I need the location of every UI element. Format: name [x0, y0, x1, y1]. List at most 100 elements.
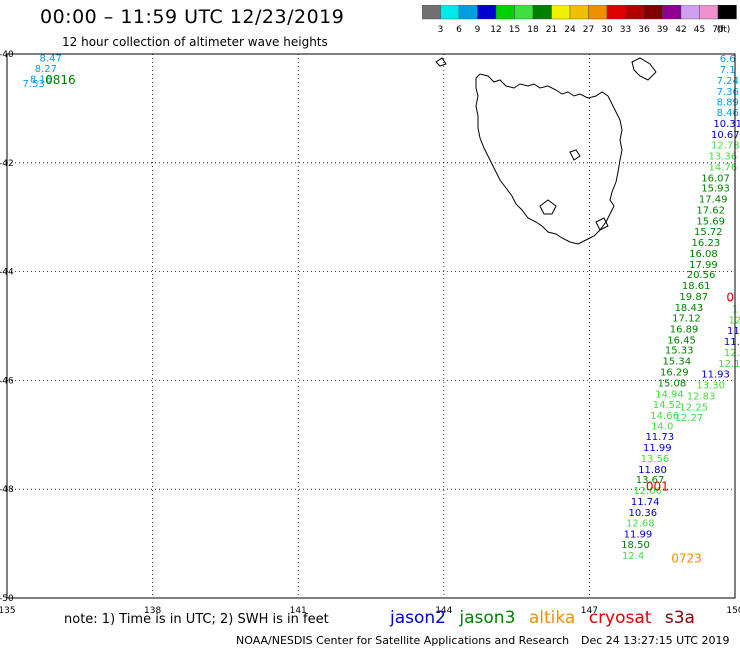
- wave-height-value: 11.74: [631, 497, 660, 508]
- wave-height-value: 15.69: [696, 216, 725, 227]
- wave-height-value: 12.15: [718, 359, 740, 370]
- flinders-island-coastline: [631, 57, 657, 81]
- inland-lake-outline: [569, 149, 581, 161]
- colorbar-swatch: [551, 5, 571, 20]
- wave-height-value: 18.43: [675, 303, 704, 314]
- wave-height-value: 8.89: [717, 98, 739, 109]
- colorbar-swatch: [458, 5, 478, 20]
- colorbar-tick-label: 18: [527, 25, 539, 35]
- colorbar-tick-label: 33: [620, 25, 631, 35]
- wave-height-value: 11.99: [643, 443, 672, 454]
- wave-height-value: 12.27: [675, 413, 704, 424]
- legend-jason2: jason2: [390, 608, 446, 628]
- wave-height-value: 16.23: [692, 238, 721, 249]
- wave-height-value: 8.46: [717, 108, 739, 119]
- king-island-coastline: [435, 57, 447, 67]
- wave-height-value: 11.73: [645, 432, 674, 443]
- generation-timestamp: Dec 24 13:27:15 UTC 2019: [581, 634, 730, 647]
- colorbar-tick-label: 12: [490, 25, 501, 35]
- latitude-tick-label: -50: [0, 594, 14, 604]
- wave-height-value: 13.56: [641, 454, 670, 465]
- wave-height-value: 11.: [727, 326, 740, 337]
- colorbar-tick-label: 6: [456, 25, 462, 35]
- wave-height-value: 16.08: [689, 249, 718, 260]
- colorbar-tick-label: 39: [657, 25, 669, 35]
- colorbar-swatch: [606, 5, 626, 20]
- units-note: note: 1) Time is in UTC; 2) SWH is in fe…: [64, 612, 329, 627]
- wave-height-value: 6.6: [720, 54, 736, 65]
- wave-height-value: 15.08: [658, 378, 687, 389]
- wave-height-value: 12.68: [626, 519, 655, 530]
- colorbar-swatch: [477, 5, 497, 20]
- colorbar-tick-label: 15: [509, 25, 520, 35]
- wave-height-value: 18.61: [682, 281, 711, 292]
- wave-height-value: 16.07: [701, 173, 730, 184]
- wave-height-value: 17.12: [672, 314, 701, 325]
- wave-height-value: 11.99: [624, 530, 653, 541]
- wave-height-value: 12.5: [724, 348, 740, 359]
- wave-height-value: 12.25: [679, 402, 708, 413]
- wave-height-value: 12: [729, 315, 740, 326]
- longitude-tick-label: 147: [581, 606, 598, 616]
- wave-height-value: 17.62: [696, 205, 725, 216]
- colorbar-swatch: [514, 5, 534, 20]
- legend-jason3: jason3: [459, 608, 516, 628]
- wave-height-value: 10.67: [711, 130, 740, 141]
- colorbar-tick-label: 30: [601, 25, 613, 35]
- wave-height-value: 15.72: [694, 227, 723, 238]
- wave-height-value: 17.49: [699, 195, 728, 206]
- longitude-tick-label: 141: [290, 606, 307, 616]
- map-frame: [6, 53, 736, 599]
- wave-height-value: 7.1: [720, 65, 736, 76]
- colorbar-swatch: [699, 5, 719, 20]
- wave-height-value: 20.56: [687, 270, 716, 281]
- colorbar-swatch: [643, 5, 663, 20]
- wave-height-value: 8.27: [35, 64, 57, 75]
- colorbar-tick-label: 27: [583, 25, 594, 35]
- wave-height-value: 10.31: [713, 119, 740, 130]
- colorbar-swatch: [569, 5, 589, 20]
- wave-height-value: 16.89: [670, 325, 699, 336]
- colorbar-legend: 3 6 9 12 15 18 21 24 27 30 33 36 39 42 45 70(ft): [422, 5, 737, 35]
- colorbar-swatch: [588, 5, 608, 20]
- pass-time-label: 0: [726, 291, 734, 305]
- wave-height-value: 7.24: [717, 76, 739, 87]
- colorbar-tick-label: 45: [694, 25, 705, 35]
- colorbar-swatch: [717, 5, 737, 20]
- map-subtitle: 12 hour collection of altimeter wave hei…: [62, 35, 328, 49]
- colorbar-swatch: [440, 5, 460, 20]
- wave-height-value: 17.99: [689, 260, 718, 271]
- wave-height-value: 14.76: [709, 162, 738, 173]
- wave-height-value: 13.67: [636, 475, 665, 486]
- longitude-tick-label: 150: [726, 606, 740, 616]
- satellite-legend: jason2 jason3 altika cryosat s3a: [390, 608, 703, 628]
- colorbar-tick-label: 42: [675, 25, 686, 35]
- wave-height-value: 14.52: [653, 400, 682, 411]
- wave-height-value: 13.30: [696, 381, 725, 392]
- colorbar-tick-label: 24: [564, 25, 576, 35]
- colorbar-tick-label: 36: [638, 25, 650, 35]
- wave-height-value: 12.4: [622, 551, 644, 562]
- colorbar-swatch: [495, 5, 515, 20]
- colorbar-swatch: [422, 5, 441, 20]
- wave-height-value: 16.29: [660, 368, 689, 379]
- wave-height-value: 7.53: [23, 79, 45, 90]
- colorbar-swatch: [662, 5, 682, 20]
- wave-height-value: 12.78: [711, 141, 740, 152]
- colorbar-unit: (ft): [717, 25, 731, 35]
- wave-height-value: 11.93: [701, 370, 730, 381]
- wave-height-value: 7.36: [717, 87, 739, 98]
- longitude-tick-label: 135: [0, 606, 16, 616]
- colorbar-tick-label: 21: [546, 25, 557, 35]
- wave-height-value: 14.0: [651, 421, 673, 432]
- wave-height-value: 8.16: [30, 74, 52, 85]
- legend-altika: altika: [528, 608, 576, 628]
- colorbar-tick-label: 70: [712, 25, 724, 35]
- wave-height-value: 11.80: [638, 465, 667, 476]
- pass-time-label: 001: [646, 479, 669, 493]
- colorbar-tick-label: 9: [475, 25, 481, 35]
- longitude-tick-label: 144: [435, 606, 452, 616]
- wave-height-value: 11.9: [724, 337, 740, 348]
- island-coastline: [595, 217, 609, 231]
